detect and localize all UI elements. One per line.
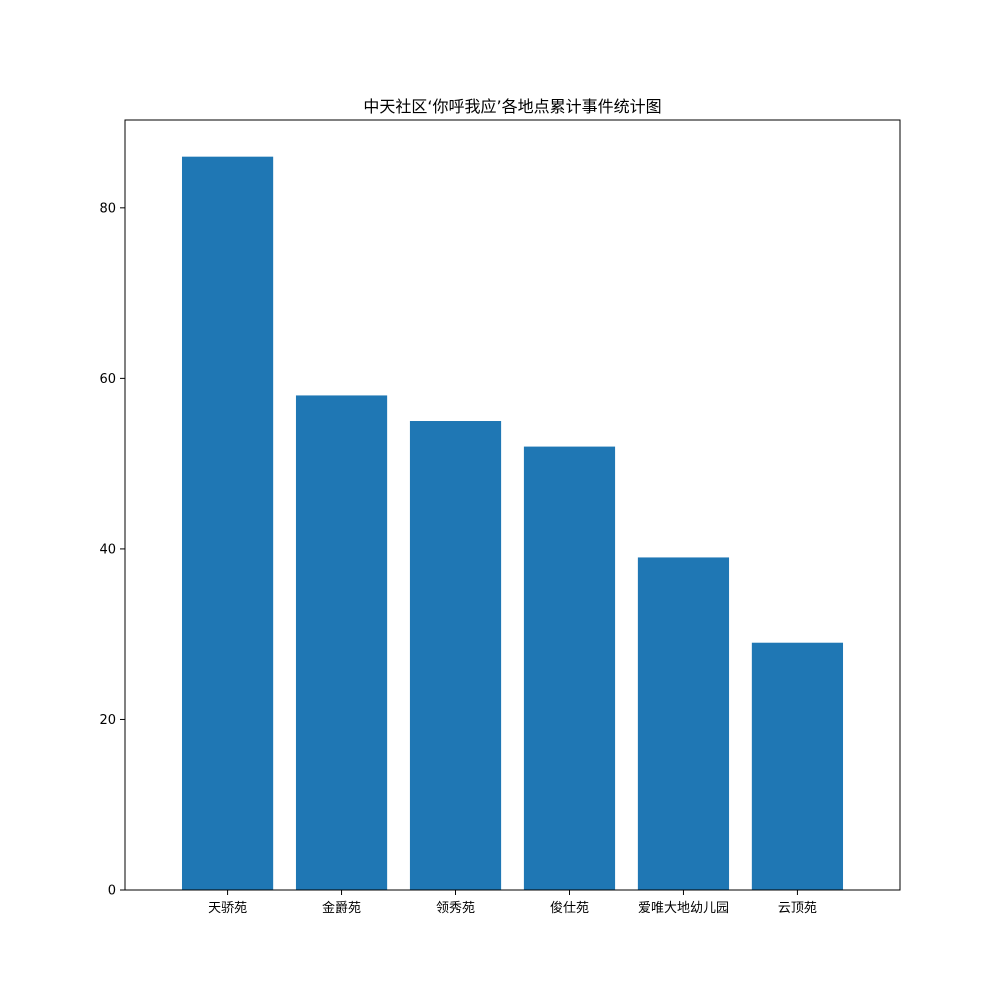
x-tick-label: 领秀苑 — [436, 901, 475, 916]
y-tick-label: 40 — [99, 542, 116, 557]
plot-area-frame — [124, 119, 901, 891]
bar-5 — [637, 557, 730, 890]
x-axis: 天骄苑 金爵苑 领秀苑 俊仕苑 爱唯大地幼儿园 云顶苑 — [208, 890, 817, 916]
bar-4 — [523, 446, 616, 890]
x-tick-label: 爱唯大地幼儿园 — [638, 901, 729, 916]
chart-title: 中天社区‘你呼我应’各地点累计事件统计图 — [363, 97, 661, 116]
bar-3 — [409, 421, 502, 890]
bar-group — [181, 156, 844, 891]
y-axis: 0 20 40 60 80 — [99, 201, 125, 899]
x-tick-label: 云顶苑 — [778, 901, 817, 916]
x-tick-label: 金爵苑 — [322, 900, 361, 916]
y-tick-label: 0 — [108, 884, 116, 899]
y-tick-label: 20 — [99, 713, 116, 728]
bar-6 — [751, 642, 844, 890]
y-tick-label: 80 — [99, 201, 116, 216]
y-tick-label: 60 — [99, 372, 116, 387]
bar-2 — [295, 395, 388, 890]
x-tick-label: 天骄苑 — [208, 901, 247, 916]
x-tick-label: 俊仕苑 — [550, 901, 589, 916]
bar-1 — [181, 156, 274, 891]
